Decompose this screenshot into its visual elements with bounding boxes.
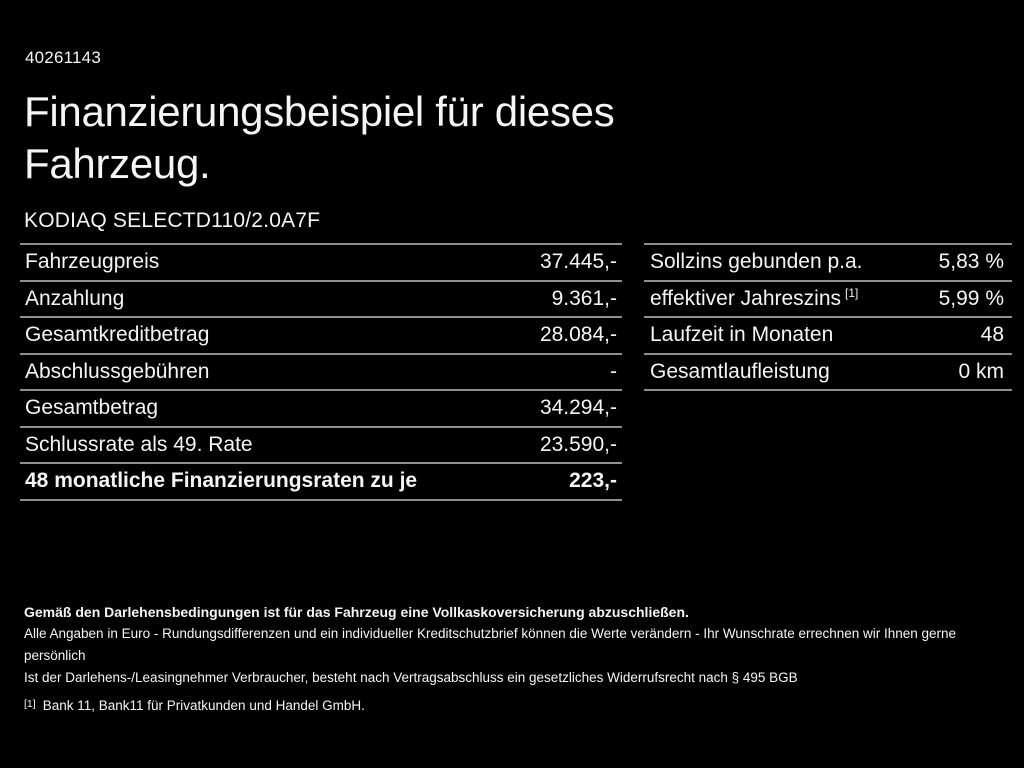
row-value: -	[610, 359, 617, 383]
row-value: 37.445,-	[539, 250, 617, 274]
row-value: 9.361,-	[551, 286, 617, 310]
row-label: 48 monatliche Finanzierungsraten zu je	[25, 469, 418, 493]
row-label: Sollzins gebunden p.a.	[650, 250, 863, 274]
row-value: 28.084,-	[539, 323, 617, 347]
table-row: Anzahlung 9.361,-	[20, 282, 622, 318]
footnote-marker: [1]	[24, 698, 36, 710]
disclaimer-line-1: Alle Angaben in Euro - Rundungsdifferenz…	[24, 626, 957, 663]
row-value: 48	[980, 323, 1004, 347]
table-row: Schlussrate als 49. Rate 23.590,-	[20, 428, 622, 464]
insurance-note: Gemäß den Darlehensbedingungen ist für d…	[24, 604, 689, 620]
row-label: Laufzeit in Monaten	[650, 323, 834, 347]
row-label: effektiver Jahreszins [1]	[650, 285, 859, 310]
row-label: Gesamtbetrag	[25, 396, 159, 420]
table-row: Laufzeit in Monaten 48	[644, 318, 1012, 355]
row-value: 5,99 %	[938, 286, 1004, 310]
row-label: Gesamtlaufleistung	[650, 359, 830, 383]
table-row: Fahrzeugpreis 37.445,-	[20, 245, 622, 282]
row-label: Anzahlung	[25, 286, 125, 310]
row-label: Fahrzeugpreis	[25, 250, 160, 274]
legal-footer: Gemäß den Darlehensbedingungen ist für d…	[24, 601, 1004, 715]
vehicle-model: KODIAQ SELECTD110/2.0A7F	[24, 209, 321, 232]
table-row-monthly-rate: 48 monatliche Finanzierungsraten zu je 2…	[20, 464, 622, 501]
disclaimer-line-2: Ist der Darlehens-/Leasingnehmer Verbrau…	[24, 670, 798, 685]
financing-table: Fahrzeugpreis 37.445,- Anzahlung 9.361,-…	[20, 243, 622, 501]
row-label: Abschlussgebühren	[25, 359, 210, 383]
table-row: Gesamtkreditbetrag 28.084,-	[20, 318, 622, 355]
document-id: 40261143	[25, 48, 101, 67]
conditions-table: Sollzins gebunden p.a. 5,83 % effektiver…	[644, 243, 1012, 391]
footnote-text: Bank 11, Bank11 für Privatkunden und Han…	[42, 698, 365, 713]
table-row: Abschlussgebühren -	[20, 355, 622, 391]
footnote-marker: [1]	[845, 285, 859, 300]
page-title: Finanzierungsbeispiel für dieses Fahrzeu…	[24, 88, 615, 187]
row-value: 34.294,-	[539, 396, 617, 420]
row-value: 223,-	[569, 469, 617, 493]
bank-footnote: [1] Bank 11, Bank11 für Privatkunden und …	[24, 698, 1004, 715]
row-value: 23.590,-	[539, 432, 617, 456]
table-row: Gesamtbetrag 34.294,-	[20, 391, 622, 428]
row-value: 5,83 %	[938, 250, 1004, 274]
row-label: Gesamtkreditbetrag	[25, 323, 210, 347]
table-row: Gesamtlaufleistung 0 km	[644, 355, 1012, 391]
row-label: Schlussrate als 49. Rate	[25, 432, 253, 456]
table-row: Sollzins gebunden p.a. 5,83 %	[644, 245, 1012, 282]
table-row: effektiver Jahreszins [1] 5,99 %	[644, 282, 1012, 318]
row-value: 0 km	[958, 359, 1004, 383]
